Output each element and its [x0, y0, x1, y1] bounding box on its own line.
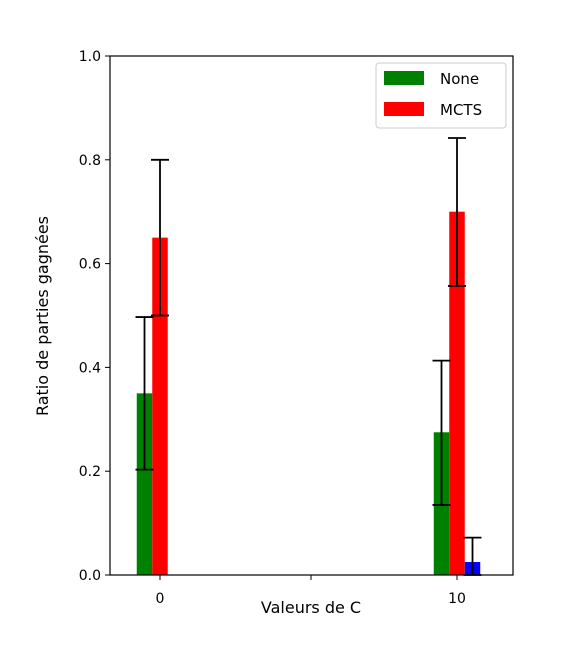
bars-layer	[136, 211, 481, 575]
legend: None MCTS	[375, 62, 507, 129]
x-tick-label: 10	[448, 591, 466, 607]
bar	[136, 393, 153, 575]
error-bars-layer	[135, 137, 482, 576]
legend-swatch-mcts	[384, 102, 424, 116]
legend-label-none: None	[440, 70, 479, 88]
y-tick-label: 0.2	[79, 464, 101, 480]
y-tick-label: 1.0	[79, 49, 101, 65]
x-tick-label: 0	[156, 591, 165, 607]
bar	[449, 211, 465, 575]
y-tick-label: 0.8	[79, 153, 101, 169]
y-axis: 0.0 0.2 0.4 0.6 0.8 1.0	[79, 49, 110, 584]
y-tick-label: 0.6	[79, 257, 101, 273]
x-axis-label: Valeurs de C	[261, 598, 361, 617]
x-axis: 0 10	[156, 575, 466, 607]
legend-label-mcts: MCTS	[440, 101, 482, 119]
y-tick-label: 0.0	[79, 568, 101, 584]
legend-swatch-none	[384, 71, 424, 85]
bar	[152, 237, 168, 575]
y-tick-label: 0.4	[79, 360, 101, 376]
y-axis-label: Ratio de parties gagnées	[33, 216, 52, 416]
